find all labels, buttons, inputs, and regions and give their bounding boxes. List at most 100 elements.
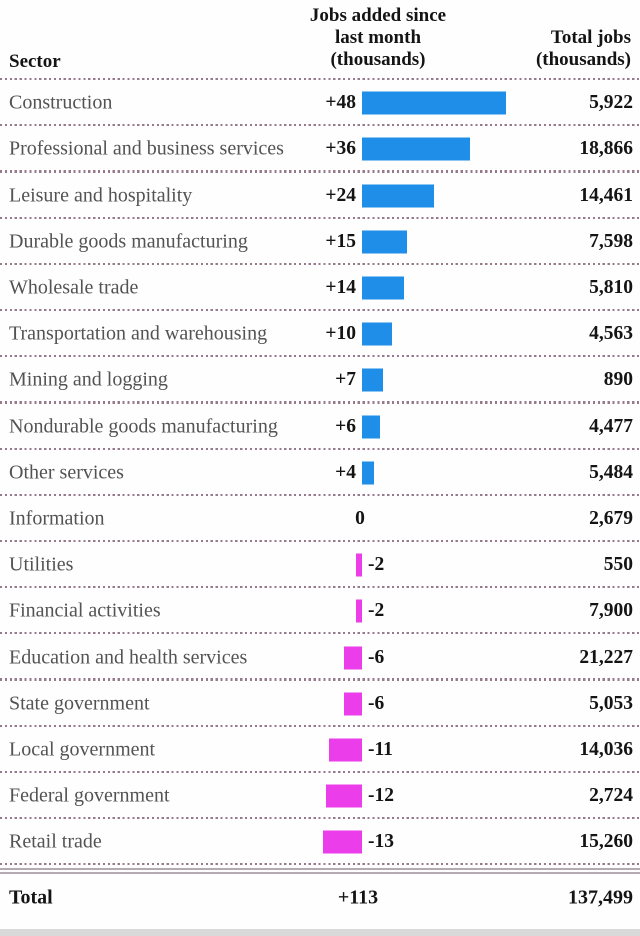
change-bar bbox=[362, 322, 392, 346]
total-value: 5,922 bbox=[589, 92, 633, 114]
change-value: +24 bbox=[325, 184, 356, 206]
change-bar bbox=[362, 230, 407, 254]
change-value: +36 bbox=[325, 138, 356, 160]
change-bar bbox=[329, 738, 362, 762]
change-value: +4 bbox=[335, 461, 356, 483]
total-value: 21,227 bbox=[579, 646, 633, 668]
change-value: +10 bbox=[325, 323, 356, 345]
table-row: Nondurable goods manufacturing +6 4,477 bbox=[0, 404, 640, 450]
total-value: 550 bbox=[603, 554, 633, 576]
total-header-line: (thousands) bbox=[535, 49, 631, 70]
sector-name: Information bbox=[9, 507, 105, 530]
total-value: 14,036 bbox=[579, 738, 633, 760]
sector-name: State government bbox=[9, 692, 150, 715]
table-row: Wholesale trade +14 5,810 bbox=[0, 265, 640, 312]
total-jobs-value: 137,499 bbox=[568, 886, 633, 909]
sector-name: Local government bbox=[9, 738, 156, 761]
total-value: 5,810 bbox=[589, 277, 633, 299]
total-row: Total +113 137,499 bbox=[0, 874, 640, 922]
change-bar bbox=[344, 692, 362, 716]
change-value: -6 bbox=[368, 692, 385, 714]
total-value: 2,679 bbox=[589, 507, 633, 529]
table-row: Education and health services -6 21,227 bbox=[0, 634, 640, 681]
sector-name: Wholesale trade bbox=[9, 276, 139, 299]
change-value: -6 bbox=[368, 646, 385, 668]
sector-name: Nondurable goods manufacturing bbox=[9, 415, 278, 438]
bottom-strip bbox=[0, 929, 640, 936]
change-value: +6 bbox=[335, 415, 356, 437]
change-bar bbox=[362, 91, 506, 115]
table-row: Local government -11 14,036 bbox=[0, 727, 640, 774]
total-value: 18,866 bbox=[579, 138, 633, 160]
table-row: Retail trade -13 15,260 bbox=[0, 819, 640, 866]
change-value: -2 bbox=[368, 554, 385, 576]
change-bar bbox=[362, 461, 374, 485]
table-row: State government -6 5,053 bbox=[0, 681, 640, 728]
sector-name: Other services bbox=[9, 461, 124, 484]
change-header-line: last month bbox=[334, 27, 422, 48]
total-value: 7,598 bbox=[589, 230, 633, 252]
table-row: Financial activities -2 7,900 bbox=[0, 588, 640, 635]
table-row: Transportation and warehousing +10 4,563 bbox=[0, 311, 640, 358]
change-bar bbox=[362, 415, 380, 439]
change-value: +7 bbox=[335, 369, 356, 391]
table-row: Mining and logging +7 890 bbox=[0, 357, 640, 404]
change-bar bbox=[356, 553, 362, 577]
total-value: 14,461 bbox=[579, 184, 633, 206]
change-value: -13 bbox=[368, 831, 394, 853]
change-value: +15 bbox=[325, 230, 356, 252]
change-header-line: (thousands) bbox=[330, 49, 426, 70]
sector-name: Professional and business services bbox=[9, 137, 284, 160]
sector-name: Retail trade bbox=[9, 830, 102, 853]
rows: Construction +48 5,922 Professional and … bbox=[0, 80, 640, 866]
change-bar bbox=[362, 184, 434, 208]
table-row: Utilities -2 550 bbox=[0, 542, 640, 589]
sector-name: Financial activities bbox=[9, 599, 161, 622]
total-column-header: Total jobs (thousands) bbox=[536, 27, 631, 71]
total-change-value: +113 bbox=[337, 886, 379, 909]
change-header-line: Jobs added since bbox=[309, 5, 447, 26]
total-header-line: Total jobs bbox=[550, 27, 631, 48]
total-value: 2,724 bbox=[589, 785, 633, 807]
table-row: Durable goods manufacturing +15 7,598 bbox=[0, 219, 640, 266]
change-value: +14 bbox=[325, 277, 356, 299]
sector-column-header: Sector bbox=[9, 51, 61, 72]
table-row: Federal government -12 2,724 bbox=[0, 773, 640, 820]
sector-name: Utilities bbox=[9, 553, 74, 576]
total-value: 4,477 bbox=[589, 415, 633, 437]
sector-name: Construction bbox=[9, 91, 113, 114]
sector-name: Education and health services bbox=[9, 646, 248, 669]
sector-name: Transportation and warehousing bbox=[9, 322, 268, 345]
change-value: -2 bbox=[368, 600, 385, 622]
change-bar bbox=[323, 830, 362, 854]
total-divider bbox=[0, 868, 640, 875]
change-value: +48 bbox=[325, 92, 356, 114]
table-row: Construction +48 5,922 bbox=[0, 80, 640, 127]
sector-name: Mining and logging bbox=[9, 368, 168, 391]
table-header: Sector Jobs added since last month (thou… bbox=[0, 0, 640, 78]
header-separator bbox=[0, 78, 640, 81]
table-row: Professional and business services +36 1… bbox=[0, 126, 640, 173]
change-bar bbox=[362, 368, 383, 392]
total-value: 5,484 bbox=[589, 461, 633, 483]
table-row: Leisure and hospitality +24 14,461 bbox=[0, 173, 640, 219]
total-value: 4,563 bbox=[589, 323, 633, 345]
total-value: 7,900 bbox=[589, 600, 633, 622]
change-column-header: Jobs added since last month (thousands) bbox=[283, 5, 473, 71]
total-value: 15,260 bbox=[579, 831, 633, 853]
table-row: Other services +4 5,484 bbox=[0, 450, 640, 497]
sector-name: Durable goods manufacturing bbox=[9, 230, 248, 253]
total-value: 5,053 bbox=[589, 692, 633, 714]
table-row: Information 0 2,679 bbox=[0, 496, 640, 543]
total-value: 890 bbox=[603, 369, 633, 391]
total-row-label: Total bbox=[9, 886, 53, 909]
change-bar bbox=[344, 646, 362, 670]
sector-name: Leisure and hospitality bbox=[9, 184, 193, 207]
change-value: -11 bbox=[368, 738, 393, 760]
change-bar bbox=[356, 599, 362, 623]
change-bar bbox=[326, 784, 362, 808]
change-value: 0 bbox=[355, 507, 365, 529]
sector-name: Federal government bbox=[9, 784, 170, 807]
change-bar bbox=[362, 137, 470, 161]
